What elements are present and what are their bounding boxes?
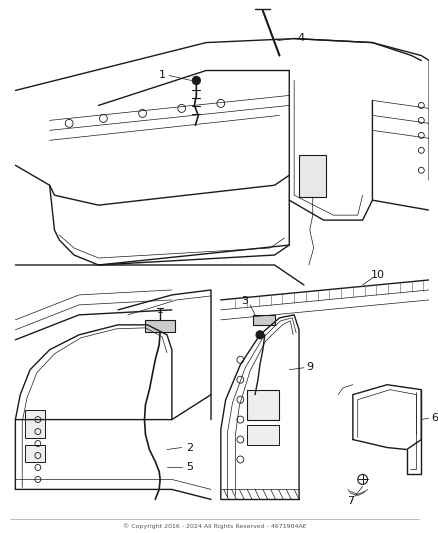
Text: 2: 2 (186, 442, 193, 453)
Text: 7: 7 (347, 496, 354, 506)
Text: 1: 1 (159, 69, 166, 79)
Text: 3: 3 (241, 296, 248, 306)
Text: 9: 9 (306, 362, 313, 372)
Bar (253, 315, 275, 325)
Text: 4: 4 (297, 33, 304, 43)
Circle shape (192, 77, 200, 84)
Text: 6: 6 (431, 413, 438, 423)
Text: 5: 5 (186, 463, 193, 472)
Text: © Copyright 2016 - 2024 All Rights Reserved - 4671904AE: © Copyright 2016 - 2024 All Rights Reser… (123, 523, 307, 529)
Bar (247, 390, 279, 419)
Bar (145, 320, 175, 332)
Bar (25, 445, 45, 463)
Text: 10: 10 (371, 270, 385, 280)
Circle shape (256, 331, 264, 339)
Bar (299, 155, 326, 197)
Bar (247, 425, 279, 445)
Bar (25, 410, 45, 438)
